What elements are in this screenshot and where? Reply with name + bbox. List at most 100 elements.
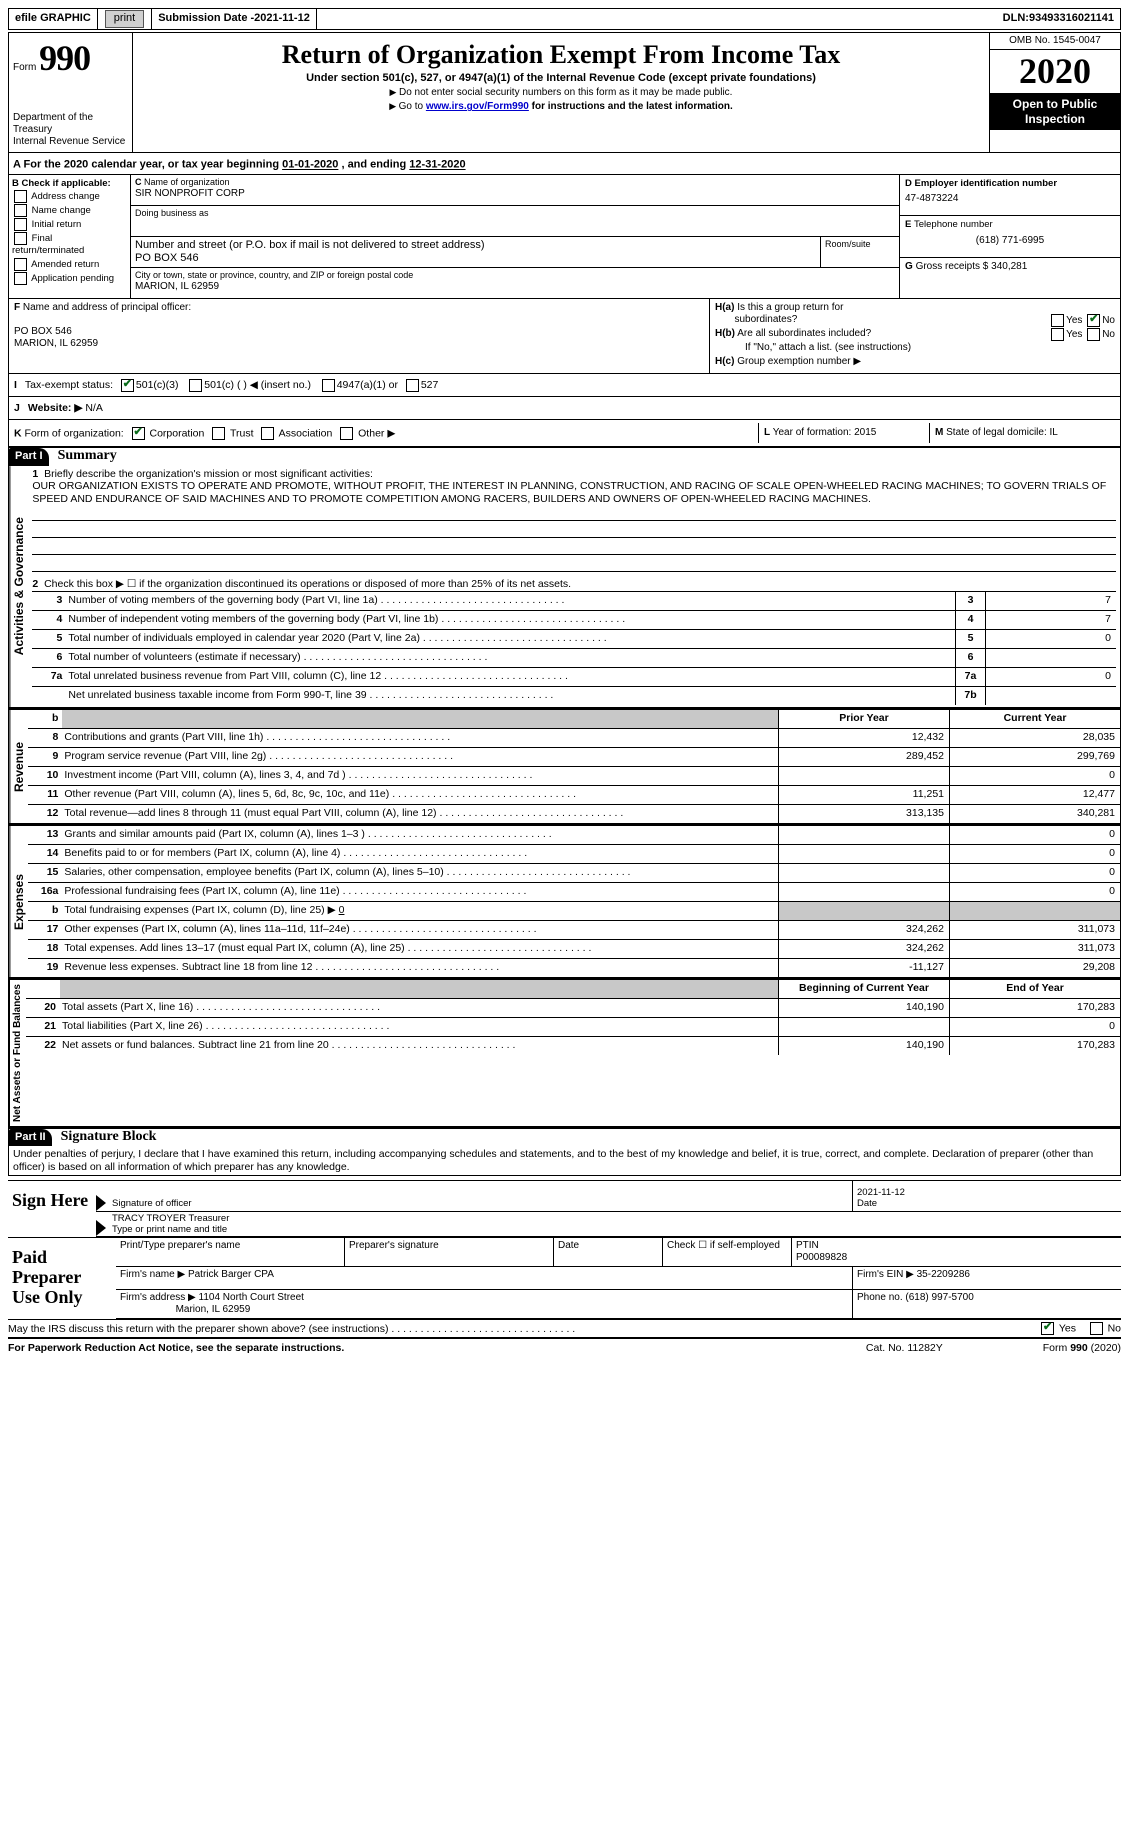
org-name: SIR NONPROFIT CORP (135, 188, 895, 200)
website: N/A (85, 402, 103, 415)
telephone: (618) 771-6995 (905, 235, 1115, 247)
sign-here-label: Sign Here (8, 1181, 96, 1237)
sign-here-block: Sign Here Signature of officer 2021-11-1… (8, 1180, 1121, 1237)
discuss-no[interactable] (1090, 1322, 1103, 1335)
hdr-end-year: End of Year (949, 980, 1120, 998)
discuss-yes[interactable] (1041, 1322, 1054, 1335)
sig-date: 2021-11-12 (857, 1187, 1117, 1198)
paid-preparer-label: Paid Preparer Use Only (8, 1238, 116, 1319)
line-j: J Website: ▶ N/A (8, 397, 1121, 420)
chk-assoc[interactable] (261, 427, 274, 440)
part2-header: Part II Signature Block (8, 1127, 1121, 1146)
ha-yes[interactable] (1051, 314, 1064, 327)
hdr-current-year: Current Year (949, 710, 1120, 728)
ha-no[interactable] (1087, 314, 1100, 327)
chk-501c[interactable] (189, 379, 202, 392)
hdr-begin-year: Beginning of Current Year (778, 980, 949, 998)
paid-preparer-block: Paid Preparer Use Only Print/Type prepar… (8, 1237, 1121, 1319)
year-formation: 2015 (854, 427, 876, 438)
val-7a: 0 (985, 668, 1116, 686)
dln: DLN: 93493316021141 (997, 9, 1120, 29)
expenses-section: Expenses 13Grants and similar amounts pa… (8, 824, 1121, 978)
side-gov: Activities & Governance (9, 466, 28, 707)
dept-line1: Department of the Treasury (13, 112, 128, 136)
box-h: H(a) Is this a group return for subordin… (710, 299, 1120, 373)
officer-addr2: MARION, IL 62959 (14, 338, 98, 349)
chk-initial-return[interactable]: Initial return (12, 218, 127, 231)
chk-final-return[interactable]: Final return/terminated (12, 232, 127, 256)
open-public: Open to Public Inspection (990, 93, 1120, 130)
hb-yes[interactable] (1051, 328, 1064, 341)
dept-line2: Internal Revenue Service (13, 136, 128, 148)
mission-text: OUR ORGANIZATION EXISTS TO OPERATE AND P… (32, 480, 1116, 521)
net-assets-section: Net Assets or Fund Balances Beginning of… (8, 978, 1121, 1127)
chk-527[interactable] (406, 379, 419, 392)
triangle-icon (96, 1220, 106, 1236)
line-a: A For the 2020 calendar year, or tax yea… (8, 153, 1121, 175)
tax-year: 2020 (990, 50, 1120, 93)
chk-4947[interactable] (322, 379, 335, 392)
org-city: MARION, IL 62959 (135, 281, 895, 293)
side-na: Net Assets or Fund Balances (9, 980, 26, 1126)
triangle-icon (96, 1195, 106, 1211)
chk-corp[interactable] (132, 427, 145, 440)
print-button[interactable]: print (105, 10, 144, 27)
box-f: F Name and address of principal officer:… (9, 299, 710, 373)
room-suite-label: Room/suite (821, 237, 899, 267)
chk-501c3[interactable] (121, 379, 134, 392)
form-header: Form 990 Department of the Treasury Inte… (8, 32, 1121, 153)
footer: For Paperwork Reduction Act Notice, see … (8, 1337, 1121, 1358)
hb-no[interactable] (1087, 328, 1100, 341)
efile-label: efile GRAPHIC (9, 9, 98, 29)
line-i: I Tax-exempt status: 501(c)(3) 501(c) ( … (8, 374, 1121, 397)
form-title: Return of Organization Exempt From Incom… (141, 39, 981, 70)
box-deg: D Employer identification number 47-4873… (899, 175, 1120, 298)
note-ssn: Do not enter social security numbers on … (141, 87, 981, 99)
side-rev: Revenue (9, 710, 28, 823)
chk-address-change[interactable]: Address change (12, 190, 127, 203)
form-subtitle: Under section 501(c), 527, or 4947(a)(1)… (141, 72, 981, 85)
firm-ein: 35-2209286 (917, 1269, 970, 1280)
firm-name: Patrick Barger CPA (188, 1269, 274, 1280)
part1-header: Part I Summary (8, 447, 1121, 465)
gross-receipts: 340,281 (991, 261, 1027, 272)
chk-other[interactable] (340, 427, 353, 440)
ptin: P00089828 (796, 1252, 847, 1263)
penalty-text: Under penalties of perjury, I declare th… (8, 1146, 1121, 1176)
ein: 47-4873224 (905, 193, 1115, 205)
val-3: 7 (985, 592, 1116, 610)
officer-name-title: TRACY TROYER Treasurer (112, 1213, 1117, 1224)
chk-app-pending[interactable]: Application pending (12, 272, 127, 285)
org-address: PO BOX 546 (135, 252, 816, 265)
top-bar: efile GRAPHIC print Submission Date - 20… (8, 8, 1121, 30)
irs-link[interactable]: www.irs.gov/Form990 (426, 101, 529, 112)
firm-addr1: 1104 North Court Street (199, 1292, 304, 1303)
form-number: 990 (39, 38, 90, 78)
line-k: K Form of organization: Corporation Trus… (8, 420, 1121, 447)
block-fh: F Name and address of principal officer:… (8, 299, 1121, 374)
note-link: Go to www.irs.gov/Form990 for instructio… (141, 101, 981, 113)
omb-number: OMB No. 1545-0047 (990, 33, 1120, 50)
officer-addr1: PO BOX 546 (14, 326, 72, 337)
firm-addr2: Marion, IL 62959 (176, 1304, 251, 1315)
chk-trust[interactable] (212, 427, 225, 440)
submission-date: Submission Date - 2021-11-12 (152, 9, 317, 29)
cat-no: Cat. No. 11282Y (866, 1342, 943, 1355)
chk-amended[interactable]: Amended return (12, 258, 127, 271)
val-6 (985, 649, 1116, 667)
fundraising-exp: 0 (339, 904, 345, 916)
activities-governance: Activities & Governance 1 Briefly descri… (8, 466, 1121, 708)
hdr-prior-year: Prior Year (778, 710, 949, 728)
box-b: B Check if applicable: Address change Na… (9, 175, 131, 298)
discuss-row: May the IRS discuss this return with the… (8, 1319, 1121, 1337)
chk-name-change[interactable]: Name change (12, 204, 127, 217)
val-5: 0 (985, 630, 1116, 648)
firm-phone: (618) 997-5700 (905, 1292, 973, 1303)
revenue-section: Revenue b Prior Year Current Year 8Contr… (8, 708, 1121, 824)
state-domicile: IL (1050, 427, 1058, 438)
block-bcd: B Check if applicable: Address change Na… (8, 175, 1121, 299)
side-exp: Expenses (9, 826, 28, 977)
form-word: Form (13, 62, 36, 73)
box-c: C Name of organization SIR NONPROFIT COR… (131, 175, 899, 298)
val-4: 7 (985, 611, 1116, 629)
